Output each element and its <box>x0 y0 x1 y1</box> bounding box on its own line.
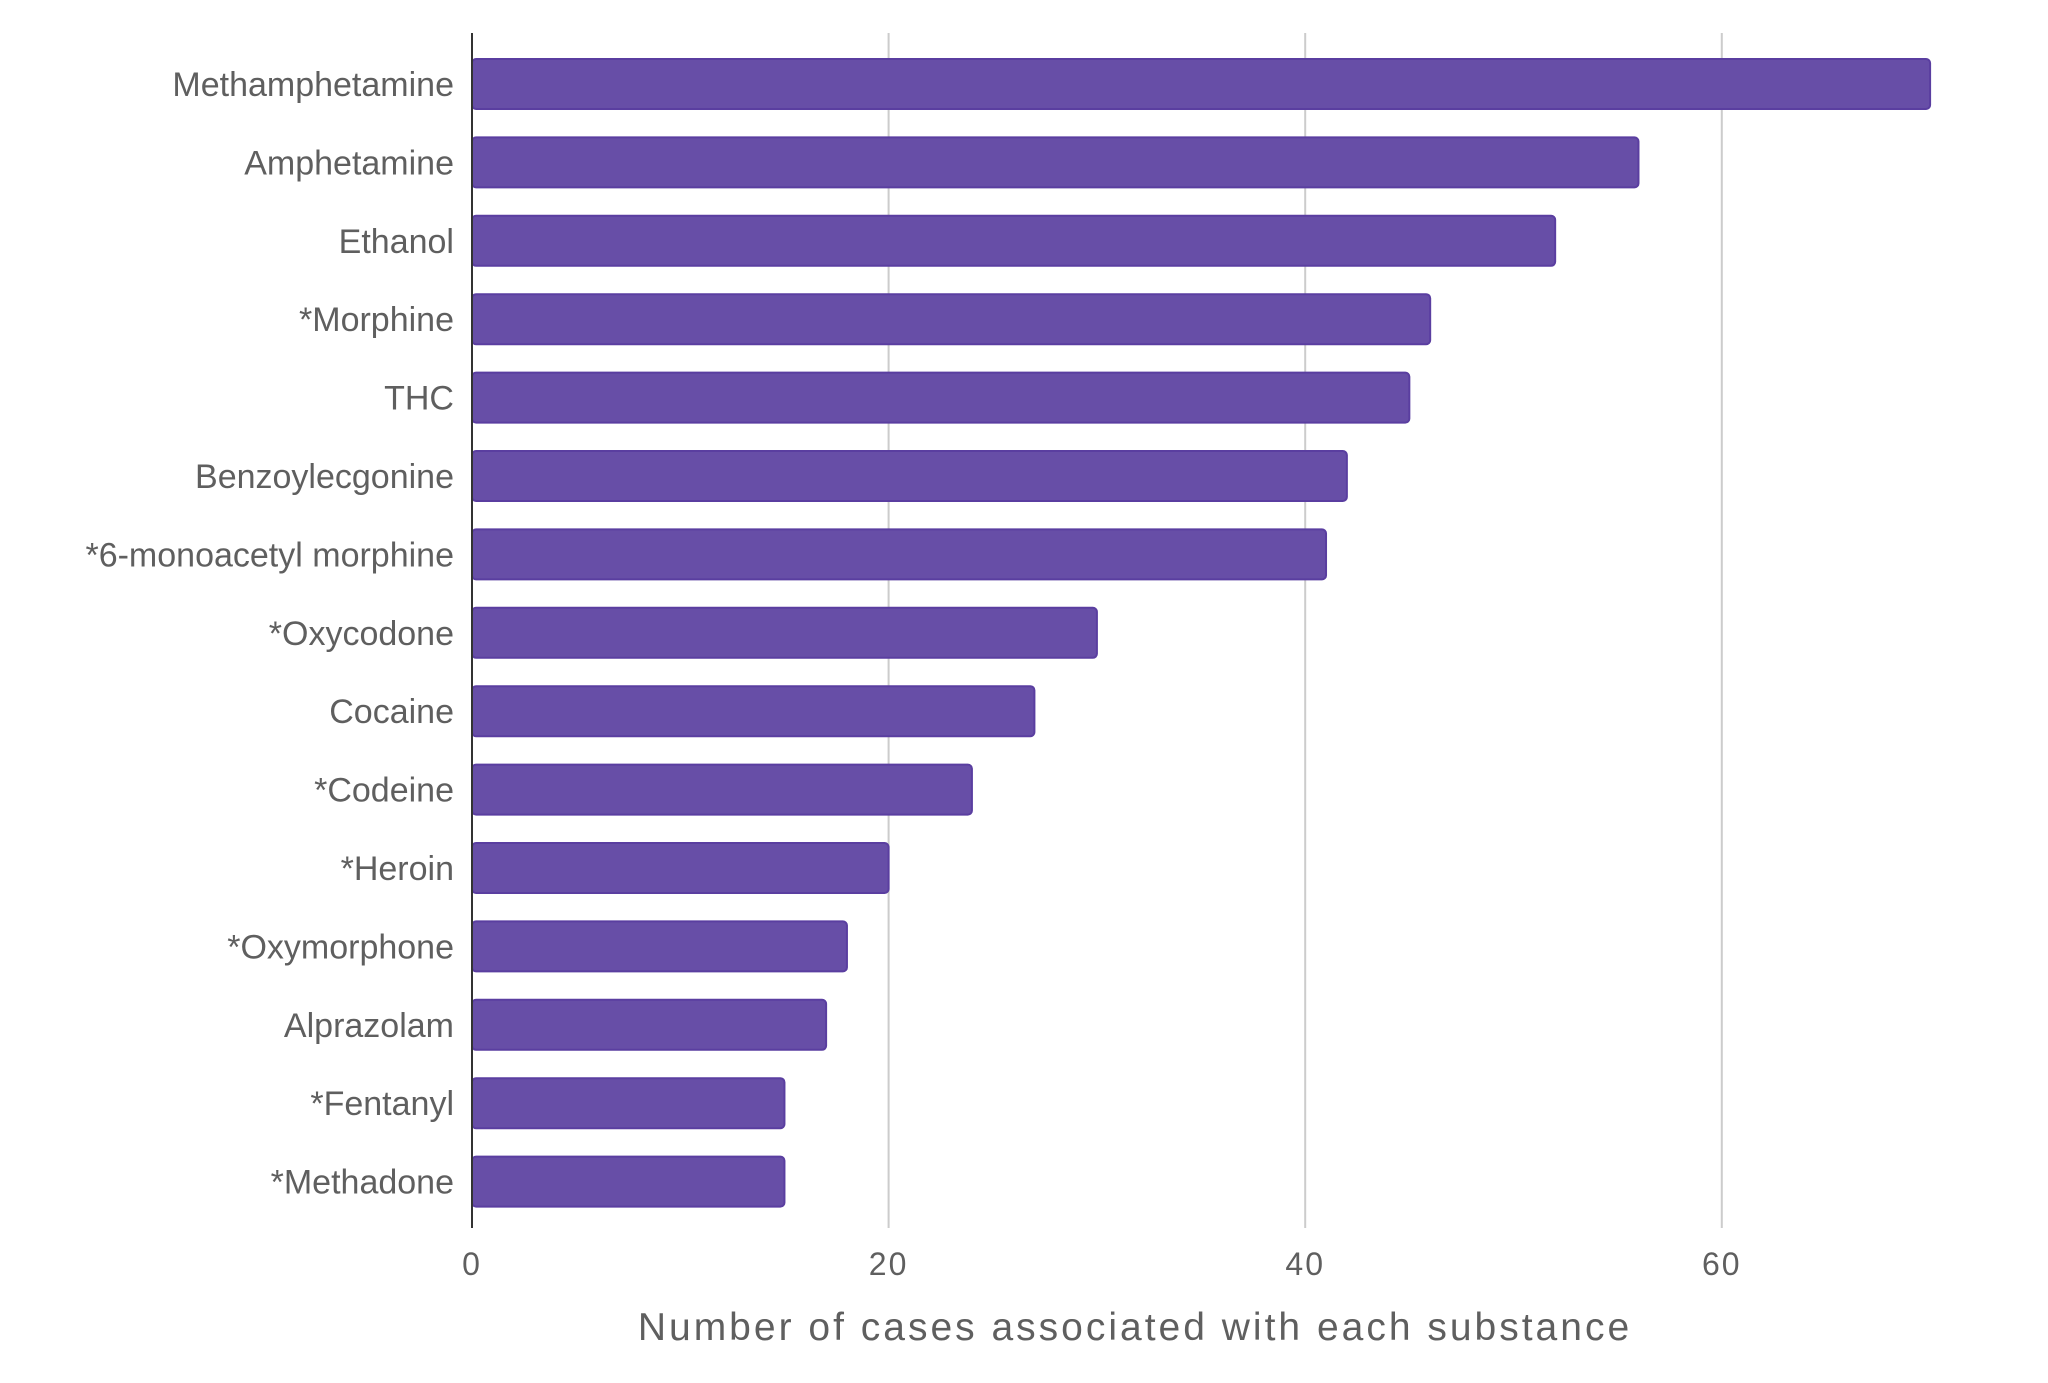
y-category-label: *Heroin <box>341 850 454 888</box>
bar <box>471 606 1098 659</box>
y-category-label: THC <box>384 380 454 418</box>
y-category-label: *Codeine <box>314 772 454 810</box>
y-category-label: *Morphine <box>299 301 454 339</box>
bar <box>471 842 890 894</box>
bar <box>471 1155 786 1208</box>
bar <box>471 293 1432 346</box>
y-category-label: Methamphetamine <box>172 66 454 104</box>
bar <box>471 920 848 973</box>
bar <box>471 450 1348 502</box>
y-category-label: Benzoylecgonine <box>195 458 454 496</box>
bar <box>471 998 828 1051</box>
bar <box>471 58 1932 110</box>
y-category-label: Ethanol <box>339 223 454 261</box>
bar <box>471 214 1557 267</box>
bar <box>471 371 1411 424</box>
y-category-label: Cocaine <box>329 693 454 731</box>
x-tick-label: 40 <box>1285 1246 1325 1282</box>
bar <box>471 763 973 816</box>
x-tick-label: 20 <box>869 1246 909 1282</box>
y-category-label: *Oxymorphone <box>227 928 454 966</box>
y-category-label: Amphetamine <box>244 144 454 182</box>
bar <box>471 528 1328 581</box>
y-category-label: *Fentanyl <box>310 1085 454 1123</box>
y-category-label: *Oxycodone <box>269 615 454 653</box>
y-category-label: *6-monoacetyl morphine <box>85 536 454 574</box>
bar <box>471 685 1036 738</box>
bar <box>471 1077 786 1130</box>
y-category-label: Alprazolam <box>284 1007 454 1045</box>
x-tick-label: 0 <box>462 1246 482 1282</box>
x-tick-label: 60 <box>1702 1246 1742 1282</box>
x-axis-label: Number of cases associated with each sub… <box>638 1306 1632 1349</box>
bar <box>471 136 1640 189</box>
y-category-label: *Methadone <box>271 1164 454 1202</box>
